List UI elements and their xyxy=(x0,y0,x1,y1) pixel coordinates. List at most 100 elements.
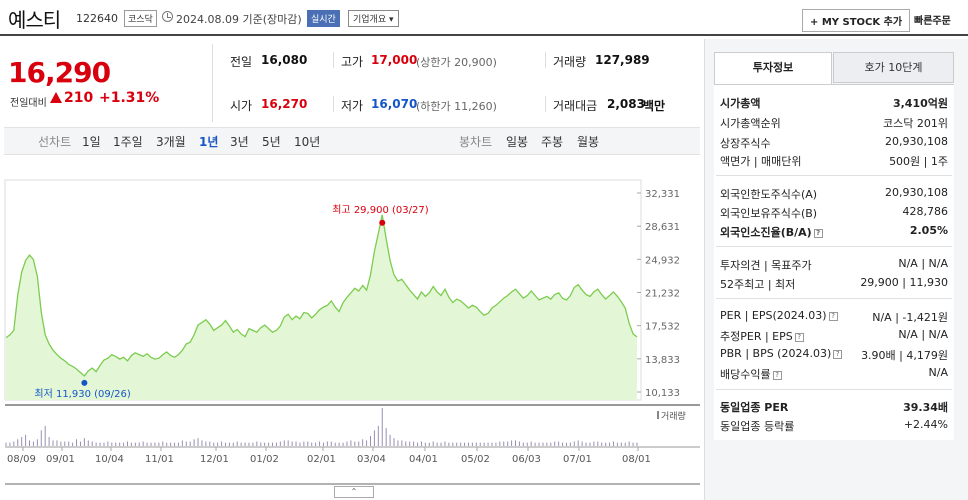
volume-bar xyxy=(68,441,70,446)
tab-5y[interactable]: 5년 xyxy=(262,135,281,149)
volume-bar xyxy=(103,442,105,446)
tab-daily[interactable]: 일봉 xyxy=(506,135,529,149)
volume-bar xyxy=(252,442,254,446)
volume-bar xyxy=(518,441,520,446)
realtime-button[interactable]: 실시간 xyxy=(307,10,340,27)
volume-bar xyxy=(440,442,442,446)
tab-1y[interactable]: 1년 xyxy=(199,135,219,149)
volume-bar xyxy=(487,442,489,446)
volume-bar xyxy=(205,441,207,446)
value: 3,410억원 xyxy=(892,97,948,110)
key: PER | EPS(2024.03) xyxy=(720,309,827,322)
volume-bar xyxy=(428,442,430,446)
help-icon[interactable]: ? xyxy=(833,349,843,359)
y-tick-label: 21,232 xyxy=(645,289,680,300)
volume-bar xyxy=(260,442,262,446)
volume-bar xyxy=(620,442,622,446)
x-tick-label: 04/01 xyxy=(409,454,438,465)
volume-bar xyxy=(534,442,536,446)
quick-order-link[interactable]: 빠른주문 xyxy=(914,16,951,27)
key: 상장주식수 xyxy=(720,137,771,150)
row-opinion: 투자의견 | 목표주가 N/A | N/A xyxy=(720,257,948,273)
row-listed-shares: 상장주식수 20,930,108 xyxy=(720,135,948,151)
volume-bar xyxy=(636,442,638,446)
volume-bar xyxy=(522,442,524,446)
volume-bar xyxy=(107,441,109,446)
change-label: 전일대비 xyxy=(10,98,47,109)
tab-10y[interactable]: 10년 xyxy=(294,135,321,149)
volume-bar xyxy=(72,442,74,446)
x-tick-label: 08/09 xyxy=(7,454,36,465)
volume-bar xyxy=(483,442,485,446)
lower-limit: (하한가 11,260) xyxy=(416,100,497,113)
volume-bar xyxy=(401,440,403,446)
tab-3m[interactable]: 3개월 xyxy=(156,135,186,149)
key: 액면가 | 매매단위 xyxy=(720,155,802,168)
help-icon[interactable]: ? xyxy=(828,311,838,321)
row-sector-change[interactable]: 동일업종 등락률 +2.44% xyxy=(720,418,948,434)
volume-bar xyxy=(330,441,332,446)
row-sector-per[interactable]: 동일업종 PER 39.34배 xyxy=(720,399,948,415)
volume-bar xyxy=(479,442,481,446)
market-badge: 코스닥 xyxy=(124,10,157,27)
separator xyxy=(716,298,952,299)
x-tick-label: 05/02 xyxy=(461,454,490,465)
volume-bar xyxy=(291,441,293,446)
candle-chart-label: 봉차트 xyxy=(459,135,493,149)
collapse-chart-button[interactable]: ⌃ xyxy=(334,486,374,498)
tab-1w[interactable]: 1주일 xyxy=(113,135,143,149)
tab-1d[interactable]: 1일 xyxy=(82,135,101,149)
value: +2.44% xyxy=(903,418,948,431)
x-tick-label: 03/04 xyxy=(357,454,386,465)
volume-bar xyxy=(83,438,85,446)
volume-bar xyxy=(605,442,607,446)
tab-weekly[interactable]: 주봉 xyxy=(541,135,564,149)
prev-close-label: 전일 xyxy=(230,55,253,69)
base-date: 2024.08.09 기준(장마감) xyxy=(176,13,302,26)
company-overview-dropdown[interactable]: 기업개요 ▾ xyxy=(348,10,399,27)
open-label: 시가 xyxy=(230,99,253,113)
volume-bar xyxy=(464,442,466,446)
low-value: 16,070 xyxy=(371,97,418,111)
volume-bar xyxy=(29,440,31,446)
tab-order-book[interactable]: 호가 10단계 xyxy=(833,52,954,83)
volume-bar xyxy=(197,438,199,446)
volume-bar xyxy=(362,439,364,446)
volume-bar xyxy=(546,442,548,446)
help-icon[interactable]: ? xyxy=(794,332,804,342)
add-mystock-button[interactable]: + MY STOCK 추가 xyxy=(802,9,911,32)
volume-bar xyxy=(628,441,630,446)
volume-bar xyxy=(115,442,117,446)
help-icon[interactable]: ? xyxy=(813,228,823,238)
row-foreign-holding: 외국인보유주식수(B) 428,786 xyxy=(720,205,948,221)
y-tick-label: 28,631 xyxy=(645,222,680,233)
volume-bar xyxy=(146,442,148,446)
volume-bar xyxy=(166,442,168,446)
up-arrow-icon xyxy=(50,92,62,103)
key: 배당수익률 xyxy=(720,368,771,381)
y-tick-label: 32,331 xyxy=(645,189,680,200)
tab-invest-info[interactable]: 투자정보 xyxy=(714,52,832,84)
x-tick-label: 06/03 xyxy=(512,454,541,465)
tab-monthly[interactable]: 월봉 xyxy=(577,135,600,149)
volume-bar xyxy=(389,434,391,446)
volume-bar xyxy=(342,442,344,446)
price-chart[interactable]: 32,331 28,631 24,932 21,232 17,532 13,833 10,1… xyxy=(0,160,700,486)
help-icon[interactable]: ? xyxy=(772,370,782,380)
volume-label: 거래량 xyxy=(661,410,686,422)
volume-bar xyxy=(303,441,305,446)
volume-bar xyxy=(209,441,211,446)
low-label: 저가 xyxy=(341,99,364,113)
tab-3y[interactable]: 3년 xyxy=(230,135,249,149)
volume-bar xyxy=(170,442,172,446)
volume-bar xyxy=(397,440,399,446)
invest-info-box xyxy=(714,84,954,440)
row-dividend: 배당수익률? N/A xyxy=(720,366,948,382)
volume-bar xyxy=(87,440,89,446)
volume-bar xyxy=(311,442,313,446)
volume-bar xyxy=(377,425,379,446)
volume-bar xyxy=(495,442,497,446)
y-tick-label: 24,932 xyxy=(645,255,680,266)
volume-bar xyxy=(565,442,567,446)
divider xyxy=(333,52,334,68)
